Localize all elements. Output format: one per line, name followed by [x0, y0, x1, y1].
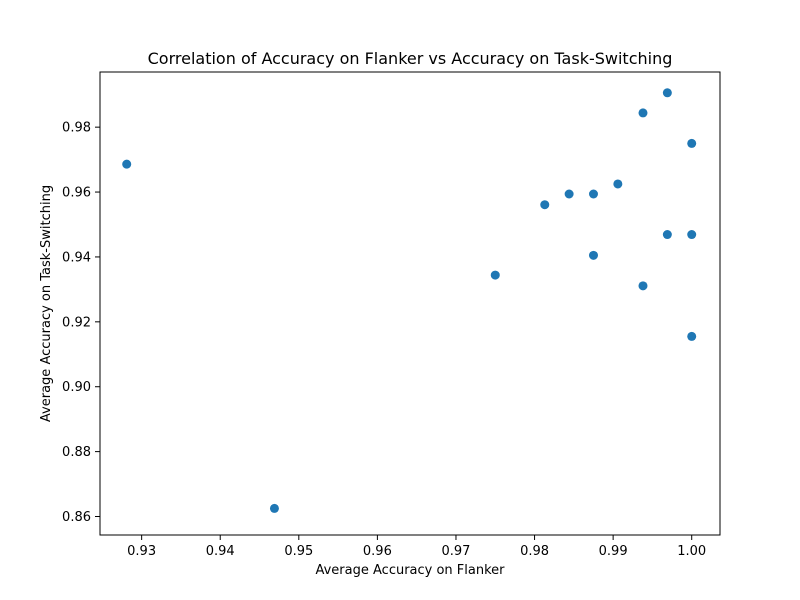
axes-frame [99, 71, 721, 536]
plot-area [99, 71, 721, 536]
chart-title: Correlation of Accuracy on Flanker vs Ac… [148, 49, 673, 68]
y-tick-label: 0.88 [62, 445, 91, 460]
x-axis: 0.93 0.94 0.95 0.96 0.97 0.98 0.99 1.00 [127, 535, 706, 559]
x-tick-label: 0.93 [127, 544, 156, 559]
scatter-point [588, 250, 598, 260]
data-points [122, 88, 697, 513]
scatter-point [687, 331, 697, 341]
y-tick-label: 0.96 [62, 186, 91, 201]
x-tick-label: 0.96 [363, 544, 392, 559]
y-tick-label: 0.86 [62, 510, 91, 525]
scatter-point [662, 88, 672, 98]
x-tick-label: 1.00 [677, 544, 706, 559]
y-tick-label: 0.94 [62, 250, 91, 265]
y-tick-label: 0.98 [62, 121, 91, 136]
x-tick-label: 0.98 [520, 544, 549, 559]
scatter-point [638, 108, 648, 118]
x-tick-label: 0.97 [441, 544, 470, 559]
scatter-point [588, 189, 598, 199]
scatter-point [122, 159, 132, 169]
x-tick-label: 0.94 [206, 544, 235, 559]
y-axis-label: Average Accuracy on Task-Switching [39, 185, 54, 422]
x-tick-label: 0.95 [284, 544, 313, 559]
y-tick-label: 0.90 [62, 380, 91, 395]
scatter-point [490, 270, 500, 280]
x-axis-label: Average Accuracy on Flanker [315, 563, 505, 578]
x-tick-label: 0.99 [599, 544, 628, 559]
scatter-point [662, 230, 672, 240]
scatter-point [269, 503, 279, 513]
scatter-point [564, 189, 574, 199]
scatter-point [638, 281, 648, 291]
y-tick-label: 0.92 [62, 315, 91, 330]
y-axis: 0.86 0.88 0.90 0.92 0.94 0.96 0.98 [62, 121, 100, 525]
scatter-point [613, 179, 623, 189]
scatter-point [687, 138, 697, 148]
scatter-point [687, 230, 697, 240]
scatter-point [540, 200, 550, 210]
